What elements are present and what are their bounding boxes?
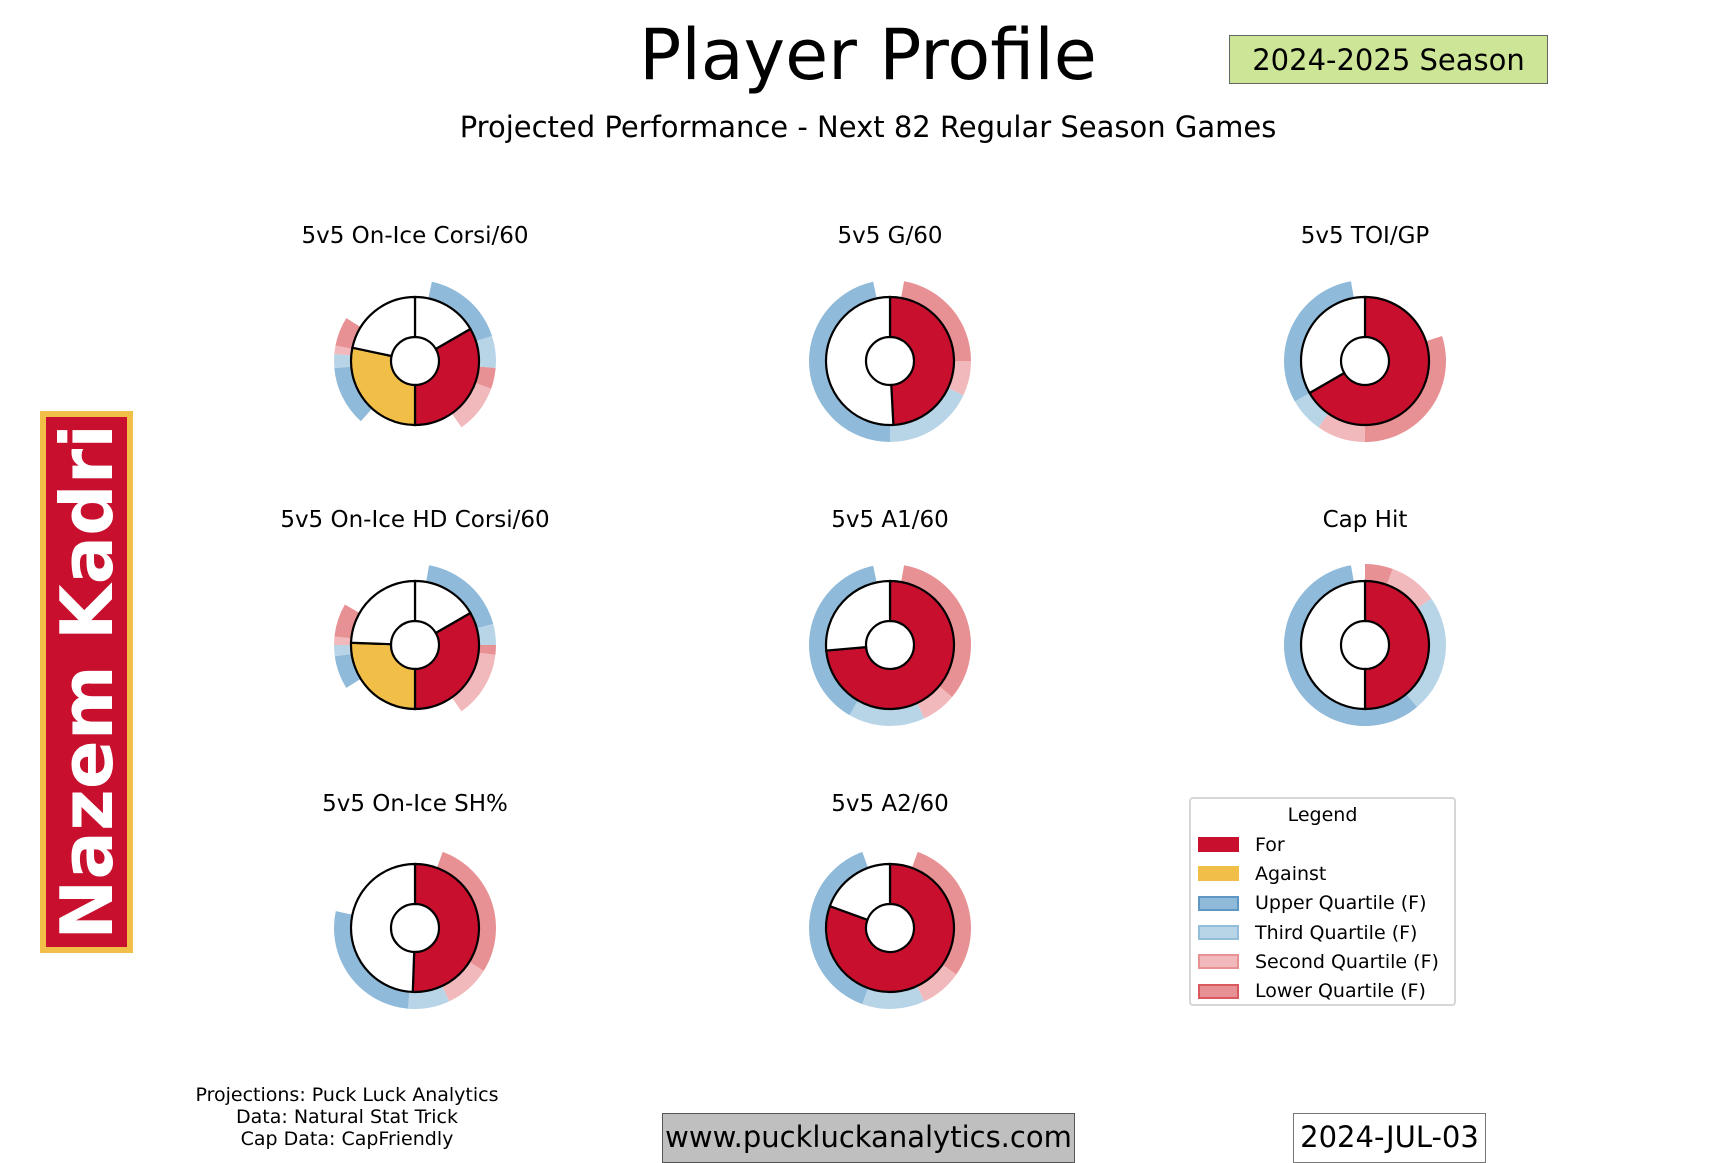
- quartile-segment-third: [476, 624, 496, 645]
- quartile-segment-third: [334, 353, 352, 369]
- credit-cap-data: Cap Data: CapFriendly: [240, 1128, 454, 1150]
- legend-item-third: Third Quartile (F): [1191, 918, 1454, 947]
- slice-other: [1299, 579, 1367, 711]
- slice-for: [825, 579, 956, 711]
- legend-swatch: [1198, 866, 1239, 882]
- credit-data: Data: Natural Stat Trick: [236, 1106, 458, 1128]
- chart-title: 5v5 TOI/GP: [1301, 223, 1430, 249]
- slice-for: [411, 862, 481, 994]
- quartile-segment-lower: [911, 851, 972, 975]
- legend-swatch: [1198, 983, 1239, 999]
- player-name-banner: Nazem Kadri: [40, 411, 133, 953]
- legend-swatch: [1198, 954, 1239, 970]
- slice-other: [1299, 295, 1367, 395]
- quartile-segment-third: [1406, 598, 1446, 708]
- quartile-segment-second: [451, 652, 496, 712]
- quartile-segment-lower: [334, 604, 360, 639]
- legend-label: For: [1255, 833, 1285, 856]
- quartile-segment-second: [917, 686, 953, 719]
- chart-title: 5v5 On-Ice Corsi/60: [301, 223, 528, 249]
- quartile-segment-upper: [1284, 565, 1418, 726]
- quartile-segment-upper: [809, 281, 890, 442]
- quartile-segment-upper: [428, 281, 493, 342]
- quartile-segment-lower: [475, 366, 496, 389]
- quartile-segment-upper: [334, 366, 373, 422]
- slice-for: [888, 295, 956, 427]
- slice-for: [413, 611, 481, 711]
- slice-other: [824, 579, 892, 652]
- page-title: Player Profile: [639, 14, 1097, 96]
- legend-item-lower: Lower Quartile (F): [1191, 976, 1454, 1005]
- quartile-segment-upper: [334, 653, 361, 688]
- quartile-segment-third: [890, 388, 964, 442]
- chart-title: 5v5 A2/60: [831, 791, 949, 817]
- quartile-segment-second: [334, 345, 353, 356]
- quartile-segment-upper: [808, 851, 869, 1005]
- quartile-segment-lower: [1365, 564, 1393, 585]
- legend-label: Upper Quartile (F): [1255, 892, 1427, 915]
- credits: Projections: Puck Luck Analytics Data: N…: [147, 1084, 547, 1150]
- chart-title: Cap Hit: [1323, 507, 1408, 533]
- slice-other: [828, 862, 892, 922]
- chart-title: 5v5 A1/60: [831, 507, 949, 533]
- quartile-segment-second: [451, 382, 492, 428]
- legend-item-for: For: [1191, 830, 1454, 859]
- quartile-segment-upper: [426, 565, 494, 629]
- slice-against: [349, 346, 417, 427]
- quartile-segment-third: [1294, 393, 1329, 428]
- quartile-segment-second: [442, 961, 484, 1002]
- legend-item-second: Second Quartile (F): [1191, 947, 1454, 976]
- quartile-segment-lower: [901, 281, 971, 361]
- legend-label: Lower Quartile (F): [1255, 980, 1426, 1003]
- quartile-segment-third: [849, 700, 925, 727]
- quartile-segment-upper: [334, 911, 410, 1009]
- slice-for: [1308, 295, 1431, 427]
- slice-for: [824, 862, 956, 994]
- chart-title: 5v5 On-Ice SH%: [322, 791, 508, 817]
- quartile-segment-third: [334, 645, 352, 657]
- credit-projections: Projections: Puck Luck Analytics: [195, 1084, 499, 1106]
- slice-other: [824, 295, 895, 427]
- legend-swatch: [1198, 925, 1239, 941]
- website-url[interactable]: www.puckluckanalytics.com: [662, 1113, 1075, 1163]
- legend-item-upper: Upper Quartile (F): [1191, 889, 1454, 918]
- quartile-segment-lower: [335, 318, 361, 349]
- quartile-segment-third: [407, 986, 450, 1009]
- report-date: 2024-JUL-03: [1293, 1113, 1486, 1163]
- slice-for: [413, 327, 481, 427]
- legend: Legend For Against Upper Quartile (F) Third…: [1189, 797, 1456, 1006]
- quartile-segment-lower: [478, 645, 496, 655]
- quartile-segment-upper: [809, 565, 877, 716]
- page-subtitle: Projected Performance - Next 82 Regular …: [459, 110, 1277, 144]
- slice-against: [349, 641, 417, 711]
- quartile-segment-second: [1318, 413, 1365, 442]
- chart-title: 5v5 On-Ice HD Corsi/60: [280, 507, 549, 533]
- quartile-segment-third: [475, 335, 497, 369]
- quartile-segment-lower: [1365, 335, 1446, 442]
- season-badge: 2024-2025 Season: [1229, 35, 1548, 84]
- legend-label: Second Quartile (F): [1255, 950, 1439, 973]
- legend-swatch: [1198, 837, 1239, 853]
- slice-other: [349, 862, 417, 994]
- chart-title: 5v5 G/60: [837, 223, 942, 249]
- legend-item-against: Against: [1191, 859, 1454, 888]
- legend-title: Legend: [1287, 804, 1358, 826]
- quartile-segment-lower: [901, 565, 972, 698]
- quartile-segment-lower: [436, 851, 496, 971]
- quartile-segment-second: [1386, 568, 1432, 609]
- quartile-segment-second: [334, 636, 352, 645]
- legend-label: Against: [1255, 862, 1327, 885]
- slice-other: [351, 295, 417, 358]
- legend-swatch: [1198, 895, 1239, 911]
- slice-for: [1363, 579, 1431, 711]
- slice-other: [349, 579, 417, 646]
- legend-label: Third Quartile (F): [1255, 921, 1418, 944]
- quartile-segment-second: [917, 964, 957, 1002]
